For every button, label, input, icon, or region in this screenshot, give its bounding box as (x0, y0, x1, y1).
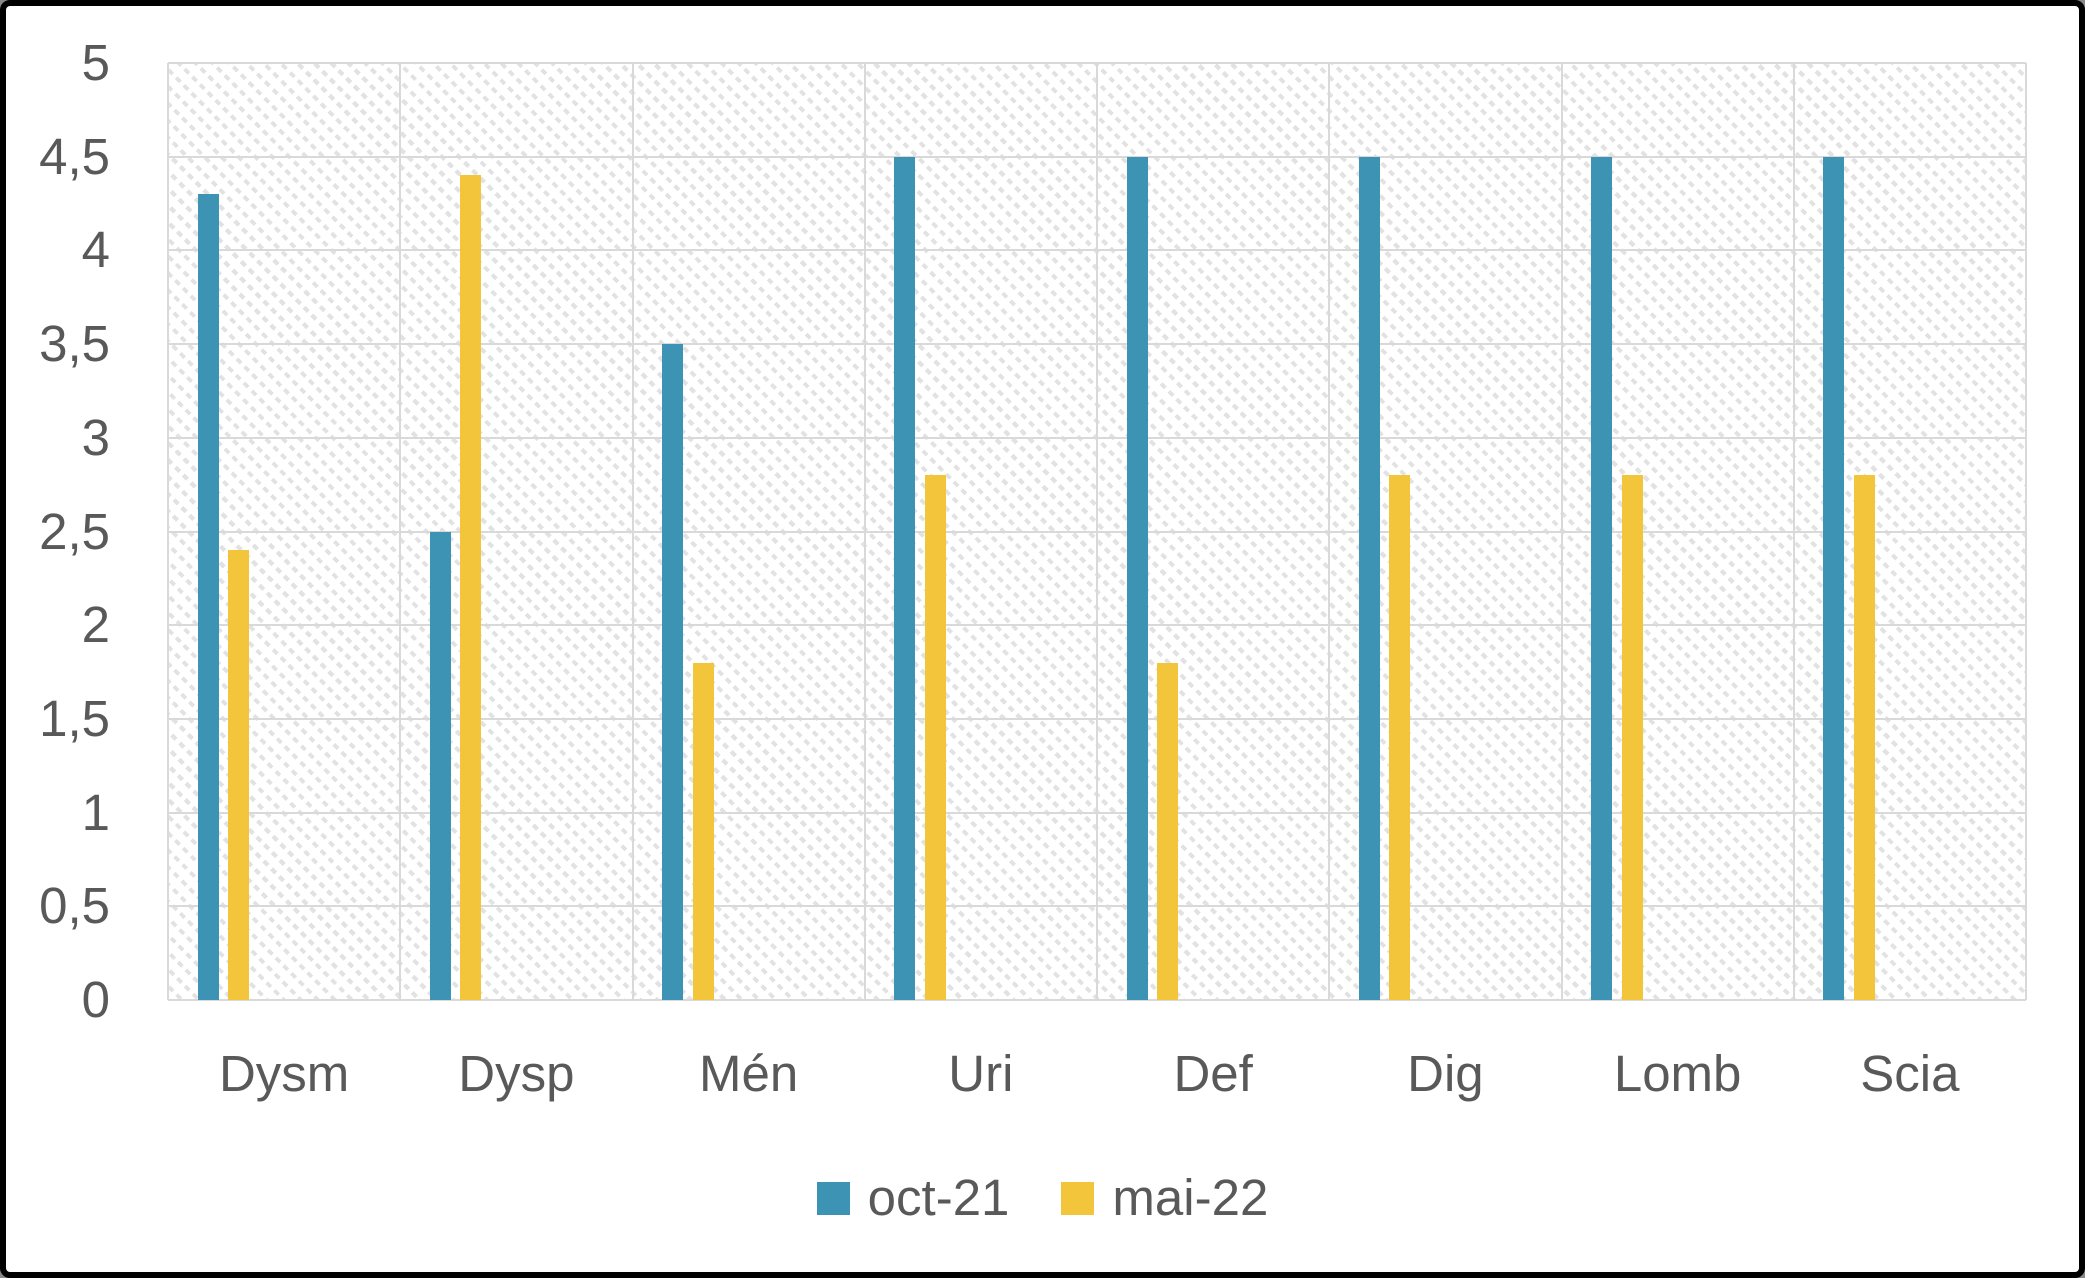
bar-oct-21-Dysm (197, 194, 219, 1000)
gridline-vertical (1328, 63, 1331, 1000)
y-tick-label: 3 (81, 408, 110, 466)
legend-swatch-mai-22-icon (1061, 1181, 1095, 1215)
x-category-label-Uri: Uri (948, 1045, 1014, 1102)
legend: oct-21 mai-22 (6, 1172, 2079, 1224)
bar-mai-22-Mén (692, 662, 714, 1000)
bar-oct-21-Scia (1823, 156, 1845, 1000)
bar-oct-21-Mén (662, 344, 683, 1000)
bar-mai-22-Dig (1389, 475, 1411, 1000)
bar-mai-22-Uri (924, 475, 946, 1000)
gridline-vertical (2025, 63, 2027, 1000)
bar-mai-22-Lomb (1621, 475, 1643, 1000)
y-tick-label: 0 (81, 971, 110, 1028)
bar-oct-21-Def (1126, 156, 1148, 1000)
legend-swatch-oct-21-icon (816, 1181, 850, 1215)
legend-item-oct-21: oct-21 (816, 1169, 1010, 1226)
x-category-label-Mén: Mén (699, 1045, 799, 1102)
x-category-label-Dig: Dig (1407, 1045, 1484, 1102)
y-tick-label: 3,5 (39, 315, 110, 373)
x-category-label-Def: Def (1173, 1045, 1253, 1102)
gridline-vertical (1560, 63, 1563, 1000)
bar-oct-21-Dysp (429, 531, 451, 1000)
legend-item-mai-22: mai-22 (1061, 1172, 1268, 1224)
y-tick-label: 5 (81, 34, 110, 91)
y-tick-label: 1 (81, 783, 110, 841)
y-tick-label: 4 (81, 221, 110, 279)
bar-mai-22-Scia (1853, 475, 1875, 1000)
bar-oct-21-Uri (894, 156, 916, 1000)
bar-mai-22-Def (1157, 662, 1178, 1000)
y-tick-label: 0,5 (39, 877, 110, 935)
gridline-vertical (167, 63, 169, 1000)
y-tick-label: 2,5 (39, 502, 110, 560)
y-tick-label: 4,5 (39, 127, 110, 185)
x-category-label-Dysm: Dysm (218, 1045, 350, 1102)
bar-mai-22-Dysm (228, 550, 249, 1000)
x-category-label-Lomb: Lomb (1613, 1045, 1742, 1102)
x-category-label-Scia: Scia (1860, 1045, 1960, 1102)
gridline-vertical (1096, 63, 1098, 1000)
legend-label-mai-22: mai-22 (1112, 1169, 1269, 1226)
bar-oct-21-Dig (1358, 156, 1380, 1000)
gridline-vertical (631, 63, 634, 1000)
bar-mai-22-Dysp (460, 175, 482, 1000)
gridline-vertical (399, 63, 402, 1000)
y-tick-label: 2 (81, 596, 110, 654)
y-tick-label: 1,5 (39, 689, 110, 747)
gridline-horizontal (168, 999, 2026, 1001)
legend-label-oct-21: oct-21 (867, 1169, 1010, 1226)
gridline-vertical (863, 63, 866, 1000)
gridline-vertical (1792, 63, 1795, 1000)
x-category-label-Dysp: Dysp (458, 1045, 575, 1102)
bar-oct-21-Lomb (1591, 156, 1612, 1000)
